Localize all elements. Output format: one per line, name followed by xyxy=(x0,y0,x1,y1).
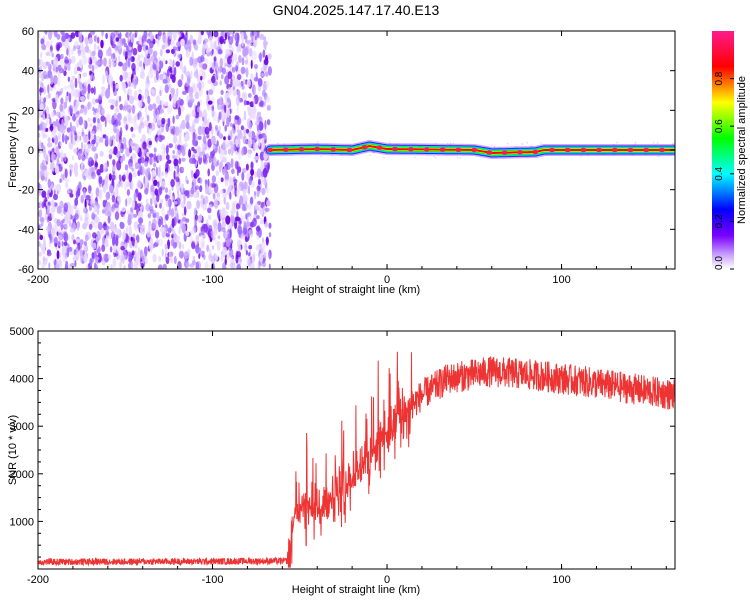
spectrogram-x-tick-label: -100 xyxy=(202,274,224,286)
snr-y-tick-label: 5000 xyxy=(10,326,34,338)
snr-y-tick-label: 3000 xyxy=(10,421,34,433)
signal-band-blob xyxy=(423,147,430,152)
snr-x-tick-label: -200 xyxy=(27,574,49,586)
colorbar-label: Normalized spectral amplitude xyxy=(736,76,748,224)
snr-series-line xyxy=(38,351,675,568)
signal-band-blob xyxy=(267,147,274,153)
snr-y-axis-label: SNR (10 * v/v) xyxy=(7,415,19,485)
spectrogram-y-tick-label: 0 xyxy=(28,145,34,157)
signal-band-blob xyxy=(627,147,634,153)
colorbar-tick-label: 0.0 xyxy=(714,256,725,270)
snr-marks xyxy=(38,351,675,568)
signal-band-blob xyxy=(282,147,289,152)
spectrogram-x-tick-label: -200 xyxy=(27,274,49,286)
signal-band-blob xyxy=(439,147,446,152)
colorbar-tick-label: 0.8 xyxy=(714,71,725,85)
signal-band-blob xyxy=(330,147,337,152)
signal-band-blob xyxy=(407,147,414,152)
signal-band-blob xyxy=(298,147,305,152)
snr-x-tick-label: 100 xyxy=(552,574,570,586)
signal-band-blob xyxy=(643,147,650,153)
spectrogram-noise-region xyxy=(38,31,675,269)
colorbar-tick-label: 0.4 xyxy=(714,166,725,180)
snr-y-tick-label: 1000 xyxy=(10,516,34,528)
colorbar-tick-label: 0.2 xyxy=(714,214,725,228)
signal-band-blob xyxy=(314,146,321,152)
signal-band-blob xyxy=(580,147,587,153)
chart-title: GN04.2025.147.17.40.E13 xyxy=(273,2,440,18)
snr-ticks: -200 -100 0 100 1000 2000 3000 4000 5000 xyxy=(10,326,675,586)
spectrogram-y-axis-label: Frequency (Hz) xyxy=(7,112,19,188)
snr-x-tick-label: -100 xyxy=(202,574,224,586)
signal-band-blob xyxy=(392,146,398,152)
snr-y-tick-label: 4000 xyxy=(10,374,34,386)
signal-band-blob xyxy=(658,147,665,153)
snr-x-axis-label: Height of straight line (km) xyxy=(292,584,420,596)
snr-y-tick-label: 2000 xyxy=(10,469,34,481)
signal-band-blob xyxy=(596,147,603,153)
snr-panel: -200 -100 0 100 1000 2000 3000 4000 5000 Height … xyxy=(7,326,676,596)
signal-band-blob xyxy=(549,147,555,153)
signal-band-blob xyxy=(532,149,539,155)
colorbar: 0.0 0.2 0.4 0.6 0.8 Normalized spectral ampl… xyxy=(712,31,748,270)
spectrogram-marks xyxy=(38,31,675,269)
spectrogram-y-tick-label: 40 xyxy=(22,66,34,78)
signal-band-blob xyxy=(486,150,493,155)
signal-band-blob xyxy=(501,150,508,155)
signal-band-blob xyxy=(611,147,618,153)
colorbar-ticks: 0.0 0.2 0.4 0.6 0.8 xyxy=(714,71,734,270)
snr-x-tick-label: 0 xyxy=(384,574,390,586)
signal-band-blob xyxy=(564,147,571,153)
signal-band-blob xyxy=(361,145,368,150)
spectrogram-y-tick-label: -20 xyxy=(18,185,34,197)
spectrogram-y-tick-label: -60 xyxy=(18,264,34,276)
colorbar-tick-label: 0.6 xyxy=(714,119,725,133)
spectrogram-y-tick-label: 60 xyxy=(22,26,34,38)
colorbar-gradient xyxy=(712,31,734,269)
signal-band-blob xyxy=(471,147,478,153)
spectrogram-x-tick-label: 100 xyxy=(552,274,570,286)
signal-band-blob xyxy=(517,150,523,155)
spectrogram-y-tick-label: -40 xyxy=(18,224,34,236)
spectrogram-x-tick-label: 0 xyxy=(384,274,390,286)
spectrogram-x-axis-label: Height of straight line (km) xyxy=(292,284,420,296)
signal-band-blob xyxy=(455,147,462,152)
signal-band-blob xyxy=(346,147,353,153)
spectrogram-y-tick-label: 20 xyxy=(22,105,34,117)
signal-band-blob xyxy=(376,145,383,150)
